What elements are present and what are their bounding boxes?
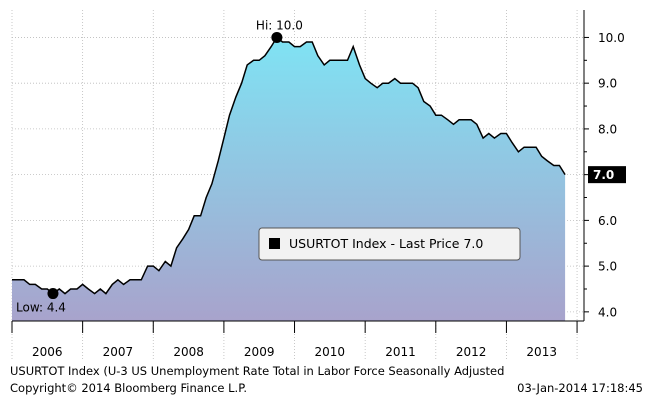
- timestamp: 03-Jan-2014 17:18:45: [517, 381, 643, 395]
- series-line: [12, 36, 566, 295]
- x-tick-label: 2011: [385, 345, 416, 359]
- y-axis: 4.0 5.0 6.0 7.0 8.0 9.0 10.0: [583, 10, 625, 321]
- x-axis: 2006 2007 2008 2009 2010 2011 2012 2013: [11, 320, 584, 359]
- x-tick-label: 2010: [315, 345, 346, 359]
- y-tick-label: 5.0: [598, 260, 617, 274]
- last-value-tag: 7.0: [588, 166, 626, 184]
- y-tick-label: 9.0: [598, 77, 617, 91]
- y-tick-label: 10.0: [598, 31, 625, 45]
- x-tick-label: 2007: [103, 345, 134, 359]
- y-tick-label: 8.0: [598, 122, 617, 136]
- y-tick-label: 6.0: [598, 214, 617, 228]
- x-tick-label: 2009: [244, 345, 275, 359]
- unemployment-chart: 4.05.06.07.08.09.010.0 20062007200820092…: [11, 10, 626, 361]
- legend-entry: USURTOT Index - Last Price 7.0: [289, 236, 483, 251]
- legend-swatch: [269, 238, 280, 249]
- low-point-marker: [47, 288, 59, 300]
- x-tick-label: 2006: [32, 345, 63, 359]
- chart-title: USURTOT Index (U-3 US Unemployment Rate …: [10, 364, 505, 378]
- y-tick-label: 4.0: [598, 305, 617, 319]
- high-point-marker: [271, 31, 283, 43]
- low-point-label: Low: 4.4: [16, 301, 66, 315]
- copyright: Copyright© 2014 Bloomberg Finance L.P.: [10, 381, 247, 395]
- x-tick-label: 2008: [173, 345, 204, 359]
- last-value-label: 7.0: [593, 168, 614, 182]
- legend: USURTOT Index - Last Price 7.0: [258, 227, 521, 261]
- x-tick-label: 2013: [526, 345, 557, 359]
- high-point-label: Hi: 10.0: [256, 18, 303, 32]
- x-tick-label: 2012: [456, 345, 487, 359]
